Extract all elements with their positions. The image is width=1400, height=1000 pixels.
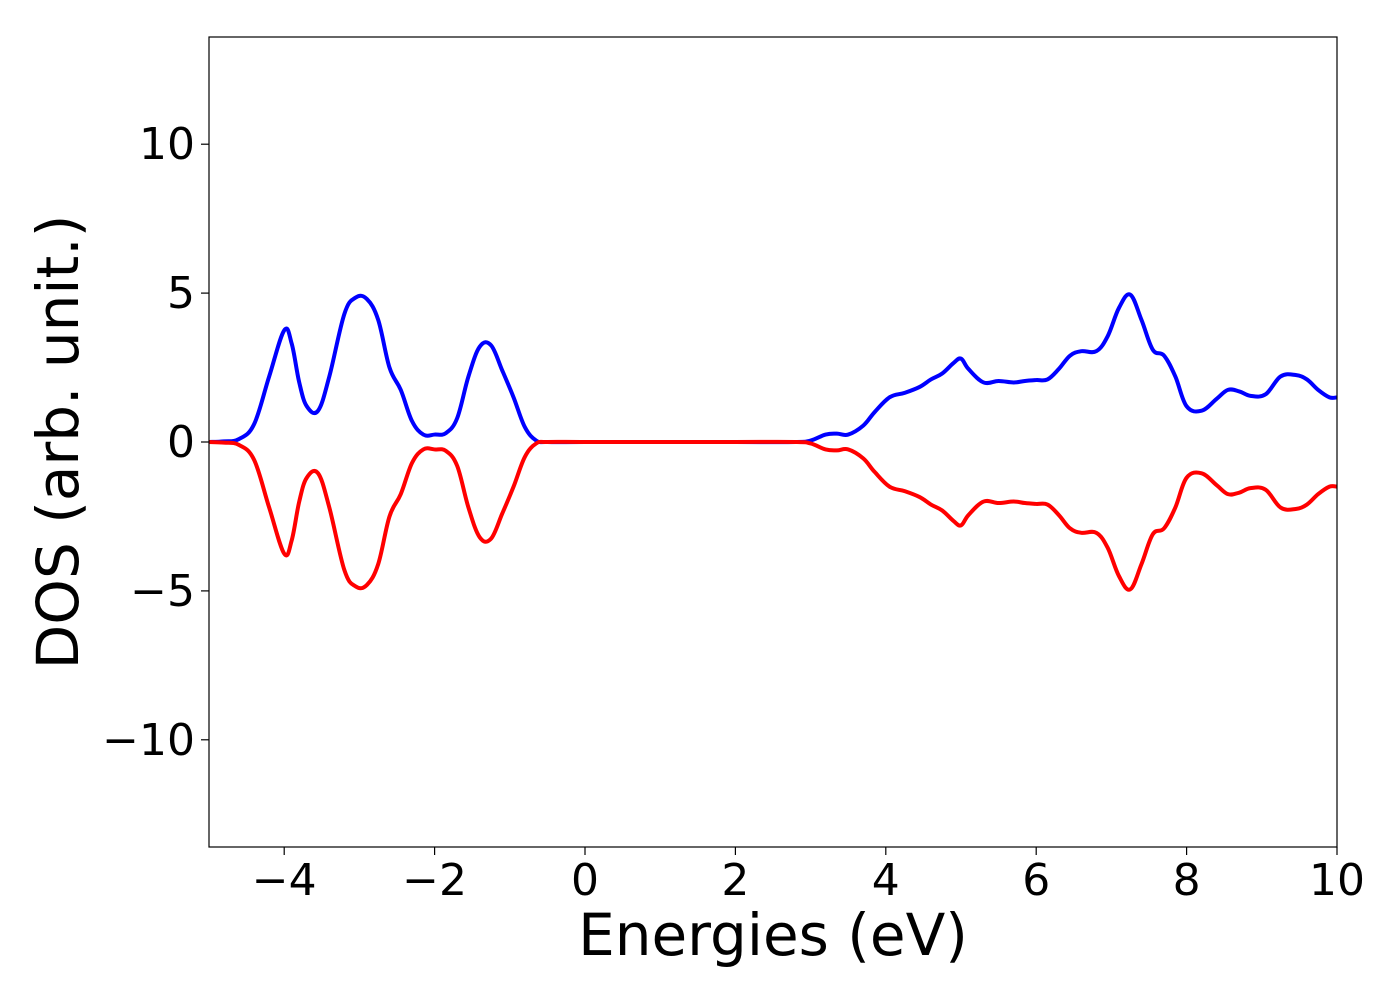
x-tick-label: 10: [1309, 855, 1365, 906]
x-tick-label: 8: [1173, 855, 1201, 906]
x-tick-label: −2: [402, 855, 467, 906]
x-tick-label: 6: [1022, 855, 1050, 906]
x-tick-label: 4: [872, 855, 900, 906]
y-tick-label: −10: [102, 715, 195, 766]
x-axis-ticks: −4 −2 0 2 4 6 8 10: [252, 847, 1365, 906]
series-line-2: [209, 439, 1337, 592]
x-tick-label: 0: [571, 855, 599, 906]
x-tick-label: 2: [721, 855, 749, 906]
series-layer: [209, 292, 1337, 592]
y-tick-label: −5: [130, 566, 195, 617]
x-tick-label: −4: [252, 855, 317, 906]
series-line-1: [209, 292, 1337, 445]
y-tick-label: 5: [167, 268, 195, 319]
x-axis-label: Energies (eV): [578, 901, 968, 969]
y-tick-label: 0: [167, 417, 195, 468]
y-axis-ticks: −10 −5 0 5 10: [102, 119, 209, 766]
y-axis-label: DOS (arb. unit.): [24, 215, 92, 670]
y-tick-label: 10: [139, 119, 195, 170]
